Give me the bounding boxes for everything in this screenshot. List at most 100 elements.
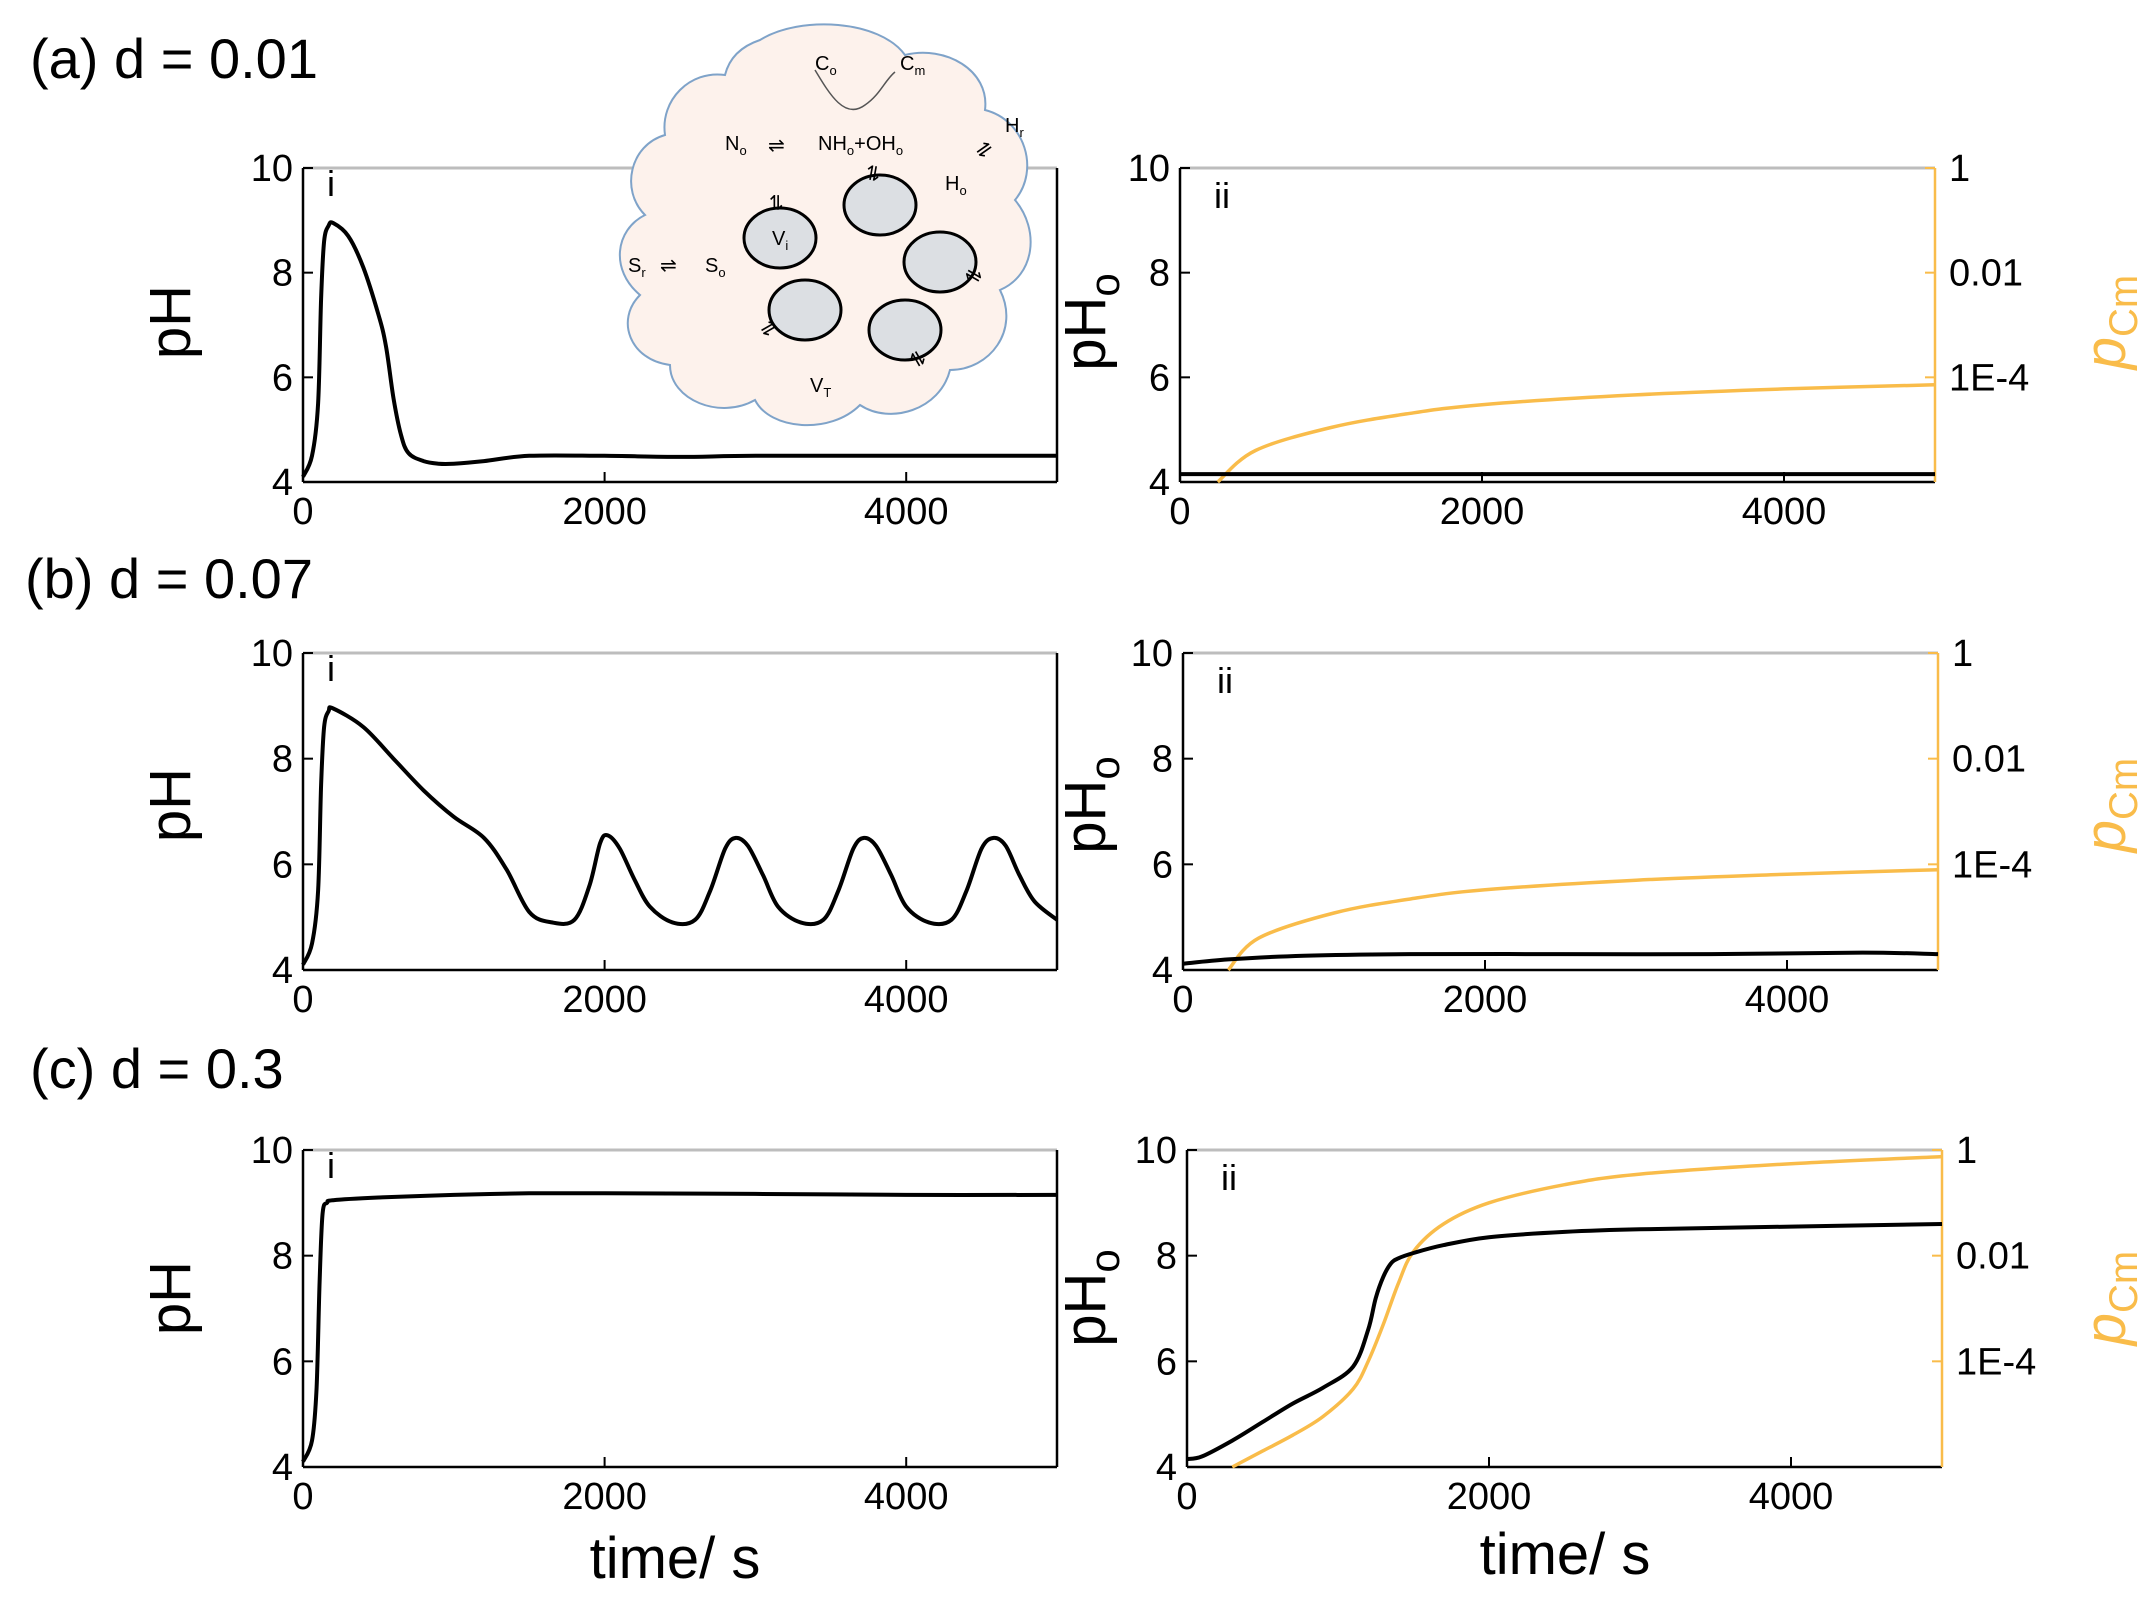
y-tick-label: 10 <box>1135 1130 1177 1172</box>
x-tick-label: 2000 <box>1443 979 1528 1021</box>
y-tick-label: 4 <box>272 950 293 992</box>
label-Ho-main: H <box>945 173 959 195</box>
y-tick-label: 10 <box>251 1130 293 1172</box>
panel-a-i: 0 2000 4000 4 6 8 10 i <box>251 148 1059 533</box>
row-label-a: (a) d = 0.01 <box>30 27 318 90</box>
label-Hr: Hr <box>1005 115 1024 140</box>
panel-label: i <box>327 648 335 689</box>
ylabel-c-ii: pHo <box>1053 1249 1128 1347</box>
label-OHo-sub: o <box>896 143 903 158</box>
label-VT-main: V <box>810 375 824 397</box>
row-label-c: (c) d = 0.3 <box>30 1037 284 1100</box>
label-plus: + <box>854 133 866 155</box>
label-NHo-main: NH <box>818 133 847 155</box>
y2-tick-label: 1 <box>1949 148 1970 190</box>
x-tick-label: 0 <box>1176 1476 1197 1518</box>
y2-tick-label: 1E-4 <box>1956 1341 2036 1383</box>
y-tick-label: 8 <box>1149 253 1170 295</box>
series-line-pcm <box>1231 1154 1943 1469</box>
series-line-pho <box>1182 950 1939 966</box>
x-tick-label: 0 <box>1172 979 1193 1021</box>
y2-tick-label: 1 <box>1956 1130 1977 1172</box>
y-tick-label: 6 <box>1156 1341 1177 1383</box>
label-Hr-sub: r <box>1019 125 1024 140</box>
series-line-pcm <box>1226 867 1939 972</box>
label-Sr-main: S <box>628 255 641 277</box>
x-tick-label: 4000 <box>864 1476 949 1518</box>
vesicle-2 <box>842 173 918 237</box>
label-Co-sub: o <box>829 63 836 78</box>
ylabel-c-ii-sub: o <box>1081 1249 1128 1272</box>
x-tick-label: 4000 <box>1749 1476 1834 1518</box>
panel-label: ii <box>1214 175 1230 216</box>
row-label-b: (b) d = 0.07 <box>25 547 313 610</box>
ylabel-c-i: pH <box>138 1261 203 1335</box>
vesicle-3 <box>902 230 978 294</box>
x-tick-label: 4000 <box>1742 491 1827 533</box>
x-tick-label: 2000 <box>1447 1476 1532 1518</box>
label-NHo-sub: o <box>847 143 854 158</box>
ylabel-a-ii-sub: o <box>1081 273 1128 296</box>
vesicle-1 <box>742 206 818 270</box>
panel-label: i <box>327 163 335 204</box>
x-tick-label: 0 <box>292 979 313 1021</box>
y-tick-label: 10 <box>251 148 293 190</box>
panel-c-i: 0 2000 4000 4 6 8 10 i <box>251 1130 1059 1518</box>
y2-tick-label: 0.01 <box>1949 253 2023 295</box>
y-tick-label: 4 <box>1156 1447 1177 1489</box>
label-Vi-sub: i <box>785 238 788 253</box>
label-Cm-main: C <box>900 53 914 75</box>
ylabel-c-ii-main: pH <box>1053 1273 1118 1347</box>
ylabel-b-ii-sub: o <box>1081 756 1128 779</box>
label-No: No <box>725 133 747 158</box>
ylabel-b-ii-main: pH <box>1053 780 1118 854</box>
x-tick-label: 2000 <box>1440 491 1525 533</box>
x-tick-label: 2000 <box>562 1476 647 1518</box>
eq-arrow-v2: ⇌ <box>861 163 886 183</box>
series-line-pcm <box>1216 383 1936 484</box>
panel-label: ii <box>1217 660 1233 701</box>
y2-tick-label: 1 <box>1952 633 1973 675</box>
y-tick-label: 4 <box>1152 950 1173 992</box>
label-Co: Co <box>815 53 837 78</box>
x-tick-label: 4000 <box>864 979 949 1021</box>
xlabel-c-i: time/ s <box>590 1526 761 1591</box>
label-So-sub: o <box>718 265 725 280</box>
cell-cloud <box>618 23 1032 426</box>
cell-diagram: Co Cm Hr No ⇌ NHo+OHo ⇌ Ho Vi Sr ⇌ So VT… <box>618 23 1032 426</box>
series-line-ph <box>301 1191 1058 1463</box>
y2label-b-ii: pCm <box>2073 758 2142 854</box>
y-tick-label: 4 <box>272 462 293 504</box>
series-line-pho <box>1186 1222 1943 1462</box>
y2label-c-ii: pCm <box>2073 1251 2142 1347</box>
y2label-a-ii-main: p <box>2073 337 2138 371</box>
eq-arrow-s: ⇌ <box>660 255 677 277</box>
y-tick-label: 6 <box>1149 357 1170 399</box>
label-Vi: Vi <box>772 228 788 253</box>
x-tick-label: 2000 <box>562 979 647 1021</box>
y-tick-label: 4 <box>272 1447 293 1489</box>
label-Ho: Ho <box>945 173 967 198</box>
label-Sr: Sr <box>628 255 646 280</box>
y2-tick-label: 1E-4 <box>1952 844 2032 886</box>
vesicle-5 <box>867 298 943 362</box>
label-Vi-main: V <box>772 228 786 250</box>
label-Hr-main: H <box>1005 115 1019 137</box>
y-tick-label: 6 <box>272 1341 293 1383</box>
x-tick-label: 2000 <box>562 491 647 533</box>
y2label-c-ii-main: p <box>2073 1313 2138 1347</box>
y2label-a-ii: pCm <box>2073 275 2142 371</box>
y-tick-label: 8 <box>272 739 293 781</box>
label-VT: VT <box>810 375 831 400</box>
panel-c-ii: 0 2000 4000 4 6 8 10 1E-4 0.01 1 ii <box>1135 1130 2037 1518</box>
ylabel-a-ii: pHo <box>1053 273 1128 371</box>
label-OHo-main: OH <box>866 133 896 155</box>
panel-a-ii: 0 2000 4000 4 6 8 10 1E-4 0.01 1 ii <box>1128 148 2030 533</box>
label-Ho-sub: o <box>959 183 966 198</box>
vesicle-4 <box>767 278 843 342</box>
panel-b-ii: 0 2000 4000 4 6 8 10 1E-4 0.01 1 ii <box>1131 633 2033 1021</box>
y-tick-label: 8 <box>272 1236 293 1278</box>
y2-tick-label: 0.01 <box>1956 1236 2030 1278</box>
y-tick-label: 8 <box>1156 1236 1177 1278</box>
label-So: So <box>705 255 726 280</box>
